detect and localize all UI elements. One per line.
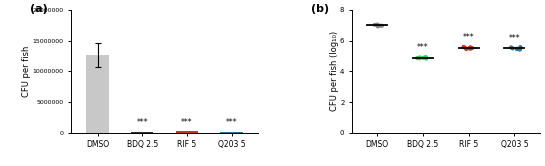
Y-axis label: CFU per fish (log₁₀): CFU per fish (log₁₀)	[330, 31, 338, 111]
Point	[422, 57, 431, 60]
Bar	[175, 131, 198, 133]
Point	[376, 24, 384, 27]
Text: ***: ***	[136, 118, 148, 127]
Point	[373, 23, 382, 26]
Text: (a): (a)	[29, 4, 47, 14]
Point	[468, 47, 476, 49]
Bar	[131, 132, 154, 133]
Point	[378, 24, 386, 27]
Point	[420, 56, 429, 59]
Y-axis label: CFU per fish: CFU per fish	[22, 46, 31, 97]
Point	[516, 46, 525, 48]
Point	[461, 46, 469, 49]
Point	[415, 56, 424, 59]
Text: (b): (b)	[311, 4, 329, 14]
Point	[462, 48, 470, 50]
Point	[459, 45, 468, 48]
Point	[466, 46, 475, 49]
Point	[421, 56, 430, 58]
Text: ***: ***	[226, 118, 238, 127]
Point	[413, 57, 422, 59]
Point	[465, 47, 474, 50]
Point	[512, 47, 521, 50]
Point	[508, 47, 517, 50]
Text: ***: ***	[463, 33, 475, 42]
Point	[371, 24, 379, 26]
Text: ***: ***	[417, 43, 429, 52]
Point	[507, 46, 516, 49]
Bar	[87, 55, 109, 133]
Bar	[220, 132, 243, 133]
Point	[373, 25, 382, 28]
Point	[513, 48, 522, 50]
Point	[415, 57, 423, 60]
Text: ***: ***	[508, 34, 520, 42]
Point	[516, 47, 525, 49]
Point	[419, 57, 427, 59]
Point	[516, 48, 524, 51]
Point	[466, 47, 475, 50]
Text: ***: ***	[181, 118, 193, 127]
